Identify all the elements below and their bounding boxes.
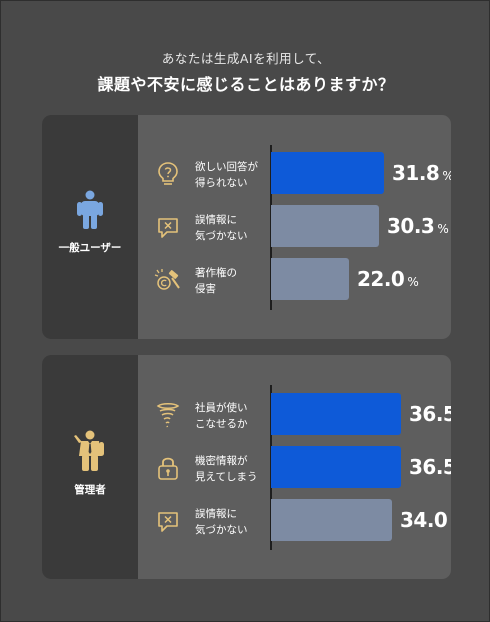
bar-value-number: 22.0 — [357, 267, 405, 291]
bar — [271, 393, 401, 435]
copyright-gavel-icon — [154, 269, 180, 290]
bar-category-label: 機密情報が 見えてしまう — [195, 455, 258, 483]
chart-subtitle: あなたは生成AIを利用して、 — [161, 51, 331, 66]
general-user-panel: 一般ユーザー 欲しい回答が 得られない 31.8% — [42, 115, 451, 339]
bar-value-number: 36.5 — [409, 402, 451, 426]
bar-row: 誤情報に 気づかない 34.0% — [42, 499, 451, 543]
speech-bubble-x-icon — [158, 512, 178, 532]
lightbulb-question-icon — [158, 162, 178, 185]
admin-sidebar: 管理者 — [42, 355, 138, 579]
speech-bubble-x-icon — [158, 218, 178, 238]
bar — [271, 258, 349, 300]
group-label-general-user: 一般ユーザー — [58, 242, 122, 254]
bar-value-label: 36.5% — [409, 402, 451, 426]
bar-category-label: 誤情報に 気づかない — [195, 214, 248, 242]
chart-title: 課題や不安に感じることはありますか？ — [97, 75, 395, 94]
bar-row: 著作権の 侵害 22.0% — [42, 258, 451, 302]
bar-value-number: 30.3 — [387, 214, 435, 238]
padlock-icon — [158, 457, 178, 480]
bar-value-label: 31.8% — [392, 161, 451, 185]
bar — [271, 205, 379, 247]
bar-value-number: 36.5 — [409, 455, 451, 479]
bar-row: 欲しい回答が 得られない 31.8% — [42, 152, 451, 196]
bar-category-label: 誤情報に 気づかない — [195, 508, 248, 536]
bar-row: 機密情報が 見えてしまう 36.5% — [42, 446, 451, 490]
bar-axis-line — [270, 145, 272, 310]
bar-value-number: 31.8 — [392, 161, 440, 185]
admin-icon — [74, 430, 104, 471]
general-user-icon — [77, 190, 103, 229]
bar — [271, 499, 392, 541]
bar-category-label: 著作権の 侵害 — [195, 267, 237, 295]
bar — [271, 152, 384, 194]
tornado-icon — [156, 403, 180, 428]
bar-value-label: 34.0% — [400, 508, 451, 532]
bar-value-label: 36.5% — [409, 455, 451, 479]
bar-category-label: 社員が使い こなせるか — [195, 402, 248, 430]
bar-value-label: 30.3% — [387, 214, 449, 238]
bar-value-unit: % — [442, 169, 451, 183]
bar-value-unit: % — [437, 222, 449, 236]
bar-row: 社員が使い こなせるか 36.5% — [42, 393, 451, 437]
bar-value-unit: % — [407, 275, 419, 289]
bar-value-number: 34.0 — [400, 508, 448, 532]
bar — [271, 446, 401, 488]
bar-value-label: 22.0% — [357, 267, 419, 291]
admin-panel: 管理者 社員が使い こなせるか 36.5% — [42, 355, 451, 579]
bar-axis-line — [270, 385, 272, 550]
bar-row: 誤情報に 気づかない 30.3% — [42, 205, 451, 249]
bar-category-label: 欲しい回答が 得られない — [195, 161, 258, 189]
general-user-sidebar: 一般ユーザー — [42, 115, 138, 339]
bar-value-unit: % — [450, 516, 451, 530]
group-label-admin: 管理者 — [74, 484, 106, 496]
